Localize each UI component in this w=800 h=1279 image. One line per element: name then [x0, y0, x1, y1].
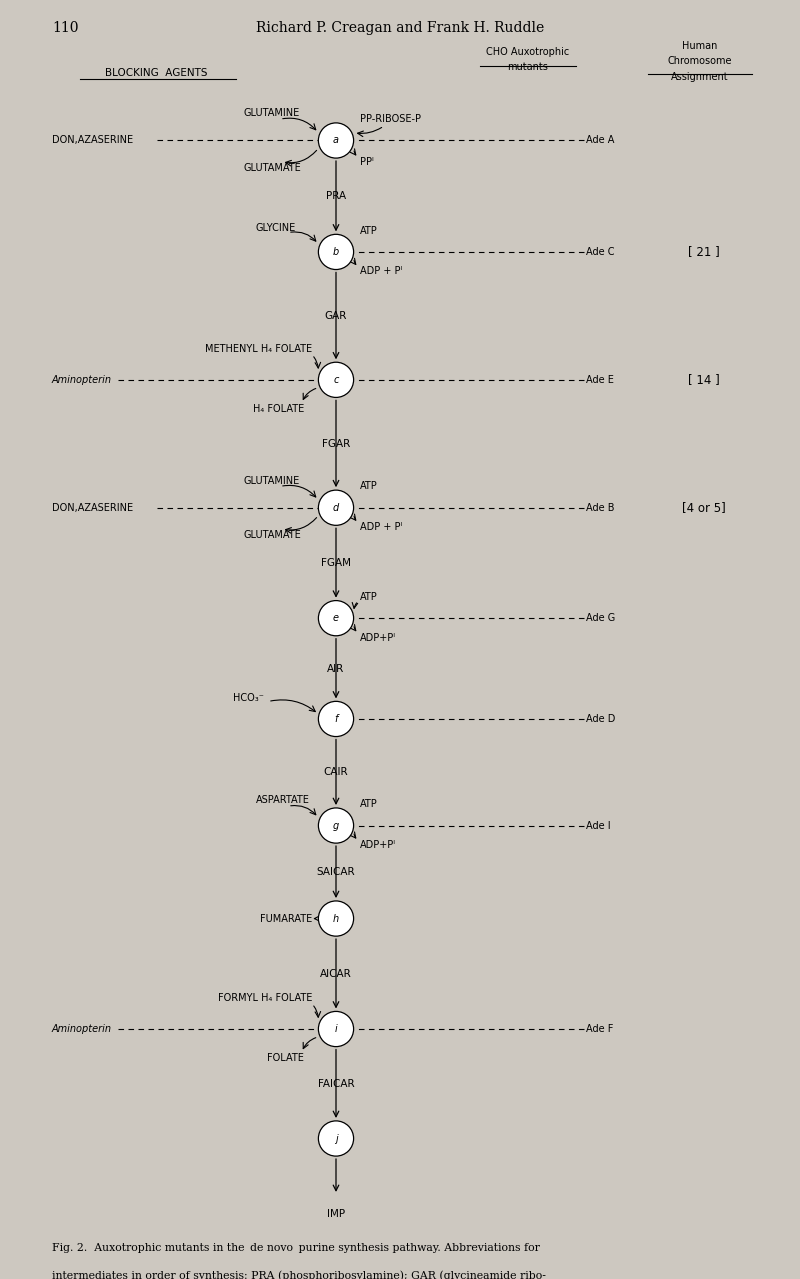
Text: 110: 110: [52, 22, 78, 36]
Text: FGAM: FGAM: [321, 558, 351, 568]
Text: ADP + Pᴵ: ADP + Pᴵ: [360, 522, 402, 532]
Text: e: e: [333, 613, 339, 623]
Text: Ade D: Ade D: [586, 714, 616, 724]
Ellipse shape: [318, 234, 354, 270]
Text: Ade F: Ade F: [586, 1024, 614, 1033]
Ellipse shape: [318, 123, 354, 159]
Text: Ade I: Ade I: [586, 821, 611, 830]
Text: [ 21 ]: [ 21 ]: [688, 246, 720, 258]
Ellipse shape: [318, 1012, 354, 1046]
Text: SAICAR: SAICAR: [317, 867, 355, 877]
Text: AICAR: AICAR: [320, 968, 352, 978]
Text: Ade C: Ade C: [586, 247, 615, 257]
Text: Human: Human: [682, 41, 718, 51]
Text: METHENYL H₄ FOLATE: METHENYL H₄ FOLATE: [205, 344, 312, 354]
Text: h: h: [333, 913, 339, 923]
Text: Ade G: Ade G: [586, 613, 616, 623]
Text: ADP+Pᴵ: ADP+Pᴵ: [360, 840, 396, 851]
Text: i: i: [334, 1024, 338, 1033]
Text: GLUTAMATE: GLUTAMATE: [244, 162, 302, 173]
Ellipse shape: [318, 1120, 354, 1156]
Text: FUMARATE: FUMARATE: [260, 913, 312, 923]
Text: ATP: ATP: [360, 225, 378, 235]
Ellipse shape: [318, 900, 354, 936]
Text: PPᴵ: PPᴵ: [360, 157, 374, 166]
Text: HCO₃⁻: HCO₃⁻: [233, 693, 264, 702]
Text: Assignment: Assignment: [671, 72, 729, 82]
Text: IMP: IMP: [327, 1209, 345, 1219]
Text: FORMYL H₄ FOLATE: FORMYL H₄ FOLATE: [218, 993, 312, 1003]
Ellipse shape: [318, 362, 354, 398]
Text: Richard P. Creagan and Frank H. Ruddle: Richard P. Creagan and Frank H. Ruddle: [256, 22, 544, 36]
Text: c: c: [334, 375, 338, 385]
Text: FAICAR: FAICAR: [318, 1078, 354, 1088]
Text: b: b: [333, 247, 339, 257]
Text: ADP+Pᴵ: ADP+Pᴵ: [360, 633, 396, 642]
Text: Chromosome: Chromosome: [668, 56, 732, 67]
Text: H₄ FOLATE: H₄ FOLATE: [253, 404, 304, 414]
Text: Ade A: Ade A: [586, 136, 614, 146]
Text: ATP: ATP: [360, 799, 378, 810]
Text: ATP: ATP: [360, 481, 378, 491]
Ellipse shape: [318, 601, 354, 636]
Text: [4 or 5]: [4 or 5]: [682, 501, 726, 514]
Text: GLUTAMATE: GLUTAMATE: [244, 530, 302, 540]
Text: Ade B: Ade B: [586, 503, 615, 513]
Text: PRA: PRA: [326, 191, 346, 201]
Text: j: j: [334, 1133, 338, 1143]
Text: GAR: GAR: [325, 311, 347, 321]
Text: ADP + Pᴵ: ADP + Pᴵ: [360, 266, 402, 276]
Text: Aminopterin: Aminopterin: [52, 375, 112, 385]
Text: DON,AZASERINE: DON,AZASERINE: [52, 503, 133, 513]
Text: Aminopterin: Aminopterin: [52, 1024, 112, 1033]
Text: f: f: [334, 714, 338, 724]
Text: ASPARTATE: ASPARTATE: [256, 796, 310, 806]
Text: CAIR: CAIR: [324, 767, 348, 778]
Text: FOLATE: FOLATE: [267, 1053, 304, 1063]
Text: BLOCKING  AGENTS: BLOCKING AGENTS: [105, 68, 207, 78]
Text: g: g: [333, 821, 339, 830]
Text: Ade E: Ade E: [586, 375, 614, 385]
Text: Fig. 2.  Auxotrophic mutants in the  de novo  purine synthesis pathway. Abbrevia: Fig. 2. Auxotrophic mutants in the de no…: [52, 1243, 540, 1253]
Ellipse shape: [318, 701, 354, 737]
Text: GLUTAMINE: GLUTAMINE: [244, 476, 300, 486]
Text: intermediates in order of synthesis: PRA (phosphoribosylamine); GAR (glycineamid: intermediates in order of synthesis: PRA…: [52, 1270, 546, 1279]
Ellipse shape: [318, 490, 354, 526]
Text: CHO Auxotrophic: CHO Auxotrophic: [486, 46, 570, 56]
Text: [ 14 ]: [ 14 ]: [688, 373, 720, 386]
Text: ATP: ATP: [360, 592, 378, 602]
Text: FGAR: FGAR: [322, 439, 350, 449]
Text: AIR: AIR: [327, 664, 345, 674]
Text: mutants: mutants: [507, 61, 549, 72]
Text: GLUTAMINE: GLUTAMINE: [244, 109, 300, 119]
Ellipse shape: [318, 808, 354, 843]
Text: GLYCINE: GLYCINE: [256, 223, 296, 233]
Text: DON,AZASERINE: DON,AZASERINE: [52, 136, 133, 146]
Text: a: a: [333, 136, 339, 146]
Text: d: d: [333, 503, 339, 513]
Text: PP-RIBOSE-P: PP-RIBOSE-P: [360, 114, 421, 124]
